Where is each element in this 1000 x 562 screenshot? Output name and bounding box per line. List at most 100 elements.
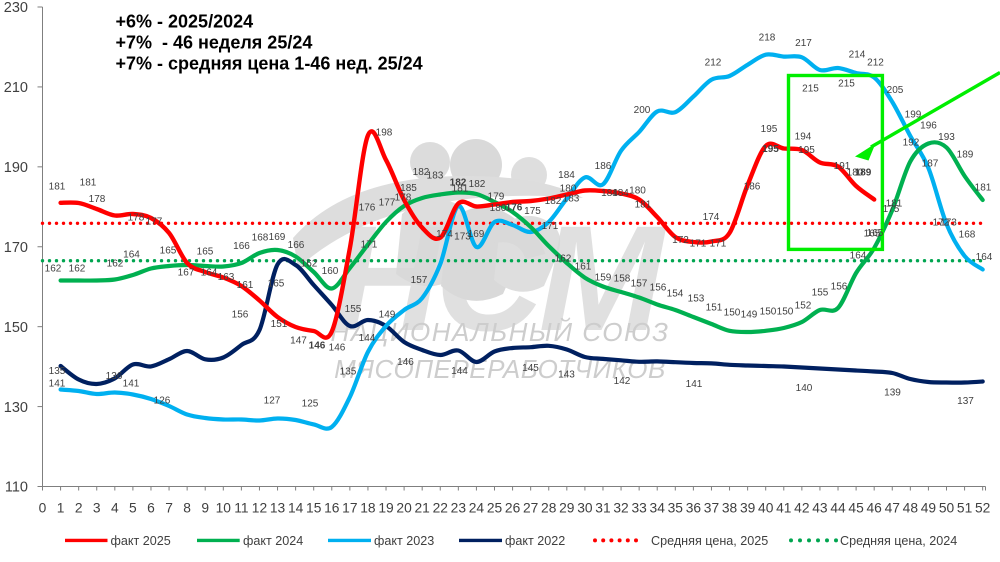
svg-text:174: 174 — [703, 212, 720, 223]
svg-text:+6% - 2025/2024: +6% - 2025/2024 — [116, 12, 254, 32]
svg-text:156: 156 — [650, 282, 667, 293]
svg-text:13: 13 — [270, 501, 286, 516]
svg-text:9: 9 — [201, 501, 209, 516]
svg-text:156: 156 — [232, 309, 249, 320]
svg-text:195: 195 — [762, 144, 779, 155]
svg-text:185: 185 — [400, 183, 417, 194]
svg-text:39: 39 — [740, 501, 756, 516]
svg-text:173: 173 — [940, 217, 957, 228]
svg-text:144: 144 — [359, 333, 376, 344]
svg-text:157: 157 — [411, 275, 428, 286]
svg-text:162: 162 — [555, 253, 572, 264]
svg-text:180: 180 — [847, 167, 864, 178]
svg-text:7: 7 — [165, 501, 173, 516]
svg-text:141: 141 — [123, 378, 140, 389]
svg-text:199: 199 — [905, 109, 922, 120]
svg-text:факт 2022: факт 2022 — [505, 534, 565, 548]
svg-text:25: 25 — [487, 501, 503, 516]
svg-text:144: 144 — [451, 366, 468, 377]
svg-text:217: 217 — [795, 38, 812, 49]
svg-text:22: 22 — [433, 501, 448, 516]
svg-text:205: 205 — [887, 85, 904, 96]
svg-text:177: 177 — [146, 216, 163, 227]
svg-text:31: 31 — [595, 501, 610, 516]
svg-text:51: 51 — [957, 501, 972, 516]
svg-text:181: 181 — [635, 199, 652, 210]
svg-text:165: 165 — [268, 278, 285, 289]
svg-text:169: 169 — [269, 232, 286, 243]
svg-text:151: 151 — [271, 319, 288, 330]
svg-text:41: 41 — [776, 501, 791, 516]
svg-text:173: 173 — [454, 231, 471, 242]
svg-text:162: 162 — [69, 263, 86, 274]
svg-text:171: 171 — [710, 238, 727, 249]
svg-text:32: 32 — [613, 501, 628, 516]
svg-text:180: 180 — [560, 183, 577, 194]
svg-text:171: 171 — [361, 239, 378, 250]
svg-text:153: 153 — [688, 293, 705, 304]
svg-text:155: 155 — [345, 304, 362, 315]
svg-text:17: 17 — [342, 501, 357, 516]
svg-text:175: 175 — [524, 206, 541, 217]
svg-text:факт 2023: факт 2023 — [374, 534, 434, 548]
svg-text:44: 44 — [830, 501, 846, 516]
svg-text:175: 175 — [883, 204, 900, 215]
svg-text:161: 161 — [237, 280, 254, 291]
svg-text:182: 182 — [413, 167, 430, 178]
svg-text:152: 152 — [795, 300, 812, 311]
svg-text:43: 43 — [812, 501, 828, 516]
svg-text:137: 137 — [957, 396, 974, 407]
svg-text:150: 150 — [760, 306, 777, 317]
svg-text:5: 5 — [129, 501, 137, 516]
svg-text:130: 130 — [4, 400, 28, 416]
svg-text:141: 141 — [686, 379, 703, 390]
svg-text:164: 164 — [850, 250, 867, 261]
svg-text:40: 40 — [758, 501, 774, 516]
svg-text:139: 139 — [884, 387, 901, 398]
svg-text:165: 165 — [197, 246, 214, 257]
svg-text:210: 210 — [4, 80, 28, 96]
svg-text:157: 157 — [631, 278, 648, 289]
svg-text:факт 2025: факт 2025 — [111, 534, 171, 548]
svg-text:184: 184 — [612, 188, 629, 199]
svg-text:164: 164 — [123, 249, 140, 260]
svg-text:174: 174 — [436, 229, 453, 240]
svg-text:178: 178 — [395, 192, 412, 203]
svg-text:164: 164 — [976, 252, 993, 263]
svg-text:110: 110 — [5, 480, 28, 496]
svg-text:23: 23 — [451, 501, 467, 516]
svg-text:176: 176 — [506, 202, 523, 213]
svg-text:195: 195 — [761, 124, 778, 135]
svg-text:169: 169 — [468, 229, 485, 240]
svg-text:171: 171 — [542, 221, 559, 232]
svg-text:Средняя цена, 2024: Средняя цена, 2024 — [840, 534, 957, 548]
svg-text:+7% - 46 неделя 25/24: +7% - 46 неделя 25/24 — [116, 32, 313, 52]
svg-text:12: 12 — [252, 501, 267, 516]
svg-text:168: 168 — [252, 232, 269, 243]
svg-text:16: 16 — [324, 501, 340, 516]
svg-text:3: 3 — [93, 501, 101, 516]
svg-text:180: 180 — [490, 203, 507, 214]
svg-text:181: 181 — [80, 177, 97, 188]
svg-text:24: 24 — [469, 501, 485, 516]
svg-text:182: 182 — [545, 196, 562, 207]
svg-text:161: 161 — [575, 261, 592, 272]
svg-text:27: 27 — [523, 501, 538, 516]
svg-text:162: 162 — [301, 258, 318, 269]
svg-text:28: 28 — [541, 501, 557, 516]
svg-text:166: 166 — [233, 241, 250, 252]
svg-text:215: 215 — [838, 78, 855, 89]
svg-text:218: 218 — [759, 32, 776, 43]
svg-text:141: 141 — [49, 378, 66, 389]
svg-text:215: 215 — [802, 83, 819, 94]
svg-text:179: 179 — [488, 191, 505, 202]
svg-text:151: 151 — [706, 302, 723, 313]
svg-text:158: 158 — [614, 273, 631, 284]
svg-text:21: 21 — [415, 501, 430, 516]
svg-text:+7% - средняя цена 1-46 нед. 2: +7% - средняя цена 1-46 нед. 25/24 — [116, 53, 423, 73]
svg-text:189: 189 — [957, 149, 974, 160]
svg-text:6: 6 — [147, 501, 155, 516]
svg-text:142: 142 — [614, 376, 631, 387]
svg-text:195: 195 — [798, 145, 815, 156]
svg-text:162: 162 — [45, 263, 62, 274]
